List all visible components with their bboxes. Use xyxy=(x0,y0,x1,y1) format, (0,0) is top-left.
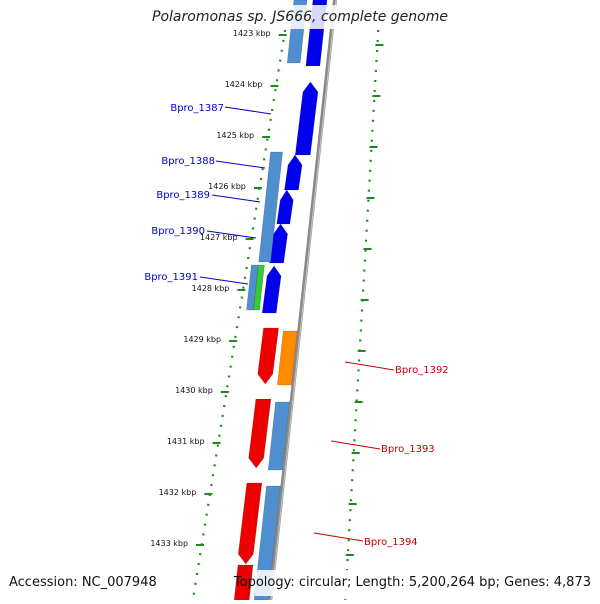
scale-tick-label: 1427 kbp xyxy=(200,233,238,242)
gene-block-steel-upper xyxy=(258,151,283,263)
gene-block-green xyxy=(253,264,265,311)
gene-block-orange xyxy=(277,330,298,386)
gene-label-leader xyxy=(313,532,364,542)
gene-label-leader xyxy=(344,361,395,371)
left-scale-ring xyxy=(191,29,287,601)
gene-label[interactable]: Bpro_1394 xyxy=(364,537,418,548)
gene-arrow-bpro-1387 xyxy=(294,81,319,156)
gene-label[interactable]: Bpro_1387 xyxy=(170,103,224,114)
gene-label[interactable]: Bpro_1388 xyxy=(161,156,215,167)
gene-label[interactable]: Bpro_1390 xyxy=(151,226,205,237)
gene-label[interactable]: Bpro_1391 xyxy=(144,272,198,283)
gene-label-leader xyxy=(215,160,266,169)
gene-arrow-bpro-1393 xyxy=(248,398,272,469)
gene-label[interactable]: Bpro_1393 xyxy=(381,444,435,455)
title-backdrop xyxy=(150,5,450,29)
scale-tick-label: 1424 kbp xyxy=(225,80,263,89)
gene-label-leader xyxy=(224,106,272,115)
gene-arrow-bpro-1392 xyxy=(257,327,279,385)
scale-tick-label: 1431 kbp xyxy=(167,437,205,446)
gene-label-leader xyxy=(199,276,249,285)
scale-tick-label: 1423 kbp xyxy=(233,29,271,38)
scale-tick-label: 1429 kbp xyxy=(183,335,221,344)
gene-label[interactable]: Bpro_1392 xyxy=(395,365,449,376)
right-scale-ring xyxy=(344,29,380,601)
scale-tick-label: 1430 kbp xyxy=(175,386,213,395)
scale-tick-label: 1433 kbp xyxy=(150,539,188,548)
scale-tick-label: 1426 kbp xyxy=(208,182,246,191)
topology-label: Topology: circular; Length: 5,200,264 bp… xyxy=(233,575,591,590)
backbone-highlight xyxy=(270,0,337,601)
scale-tick-label: 1425 kbp xyxy=(216,131,254,140)
backbone-line xyxy=(268,0,337,601)
scale-tick-label: 1432 kbp xyxy=(159,488,197,497)
accession-label: Accession: NC_007948 xyxy=(9,575,157,590)
gene-arrow-bpro-1389 xyxy=(276,189,294,225)
topology-backdrop xyxy=(255,570,597,596)
gene-label-leader xyxy=(211,194,261,203)
gene-label[interactable]: Bpro_1389 xyxy=(156,190,210,201)
page-title: Polaromonas sp. JS666, complete genome xyxy=(152,9,448,25)
gene-arrow-bpro-1388 xyxy=(284,154,303,191)
gene-arrow-bpro-1391 xyxy=(261,265,282,314)
gene-label-leader xyxy=(206,230,257,239)
gene-label-leader xyxy=(330,440,381,450)
scale-tick-label: 1428 kbp xyxy=(192,284,230,293)
gene-block-steel-mid xyxy=(267,401,290,471)
gene-arrow-bpro-1394 xyxy=(237,482,263,565)
